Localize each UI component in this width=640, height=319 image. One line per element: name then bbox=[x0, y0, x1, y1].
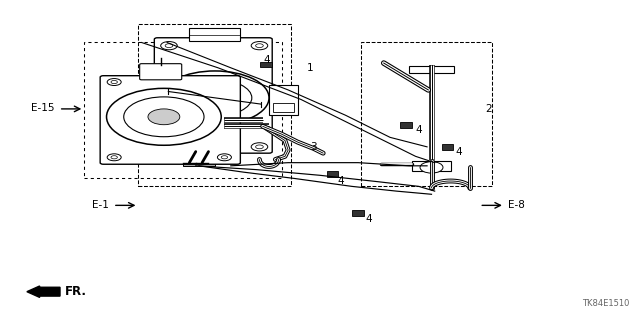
Circle shape bbox=[111, 156, 117, 159]
Text: E-15: E-15 bbox=[31, 103, 54, 113]
Bar bbox=[269, 85, 298, 115]
Bar bbox=[409, 66, 454, 72]
Circle shape bbox=[107, 154, 121, 161]
Text: 4: 4 bbox=[264, 55, 271, 65]
Circle shape bbox=[218, 154, 232, 161]
Text: 4: 4 bbox=[366, 214, 372, 224]
Circle shape bbox=[165, 44, 173, 48]
Bar bbox=[273, 103, 294, 112]
Bar bbox=[327, 171, 339, 177]
FancyBboxPatch shape bbox=[154, 38, 272, 153]
Circle shape bbox=[205, 93, 225, 103]
Bar bbox=[412, 161, 451, 171]
Circle shape bbox=[124, 97, 204, 137]
Text: FR.: FR. bbox=[65, 285, 87, 298]
Circle shape bbox=[161, 143, 177, 151]
Text: 3: 3 bbox=[310, 142, 317, 152]
Bar bbox=[442, 144, 453, 150]
Circle shape bbox=[255, 145, 263, 149]
Text: 1: 1 bbox=[307, 63, 314, 73]
Text: 2: 2 bbox=[486, 104, 492, 114]
FancyBboxPatch shape bbox=[100, 76, 241, 164]
Text: 4: 4 bbox=[337, 176, 344, 186]
Circle shape bbox=[161, 71, 269, 125]
Circle shape bbox=[221, 156, 228, 159]
Bar bbox=[138, 24, 291, 186]
Bar bbox=[353, 211, 364, 216]
Circle shape bbox=[148, 109, 180, 125]
Circle shape bbox=[107, 78, 121, 85]
FancyBboxPatch shape bbox=[140, 64, 182, 80]
Bar bbox=[84, 42, 282, 178]
Circle shape bbox=[111, 80, 117, 84]
Circle shape bbox=[420, 162, 443, 173]
Circle shape bbox=[178, 79, 252, 116]
Circle shape bbox=[251, 41, 268, 50]
FancyArrow shape bbox=[27, 286, 60, 297]
Text: E-1: E-1 bbox=[92, 200, 108, 210]
Circle shape bbox=[251, 143, 268, 151]
Text: TK84E1510: TK84E1510 bbox=[582, 299, 629, 308]
Text: E-8: E-8 bbox=[508, 200, 525, 210]
Circle shape bbox=[106, 88, 221, 145]
Text: 4: 4 bbox=[455, 147, 461, 157]
Bar bbox=[183, 161, 215, 166]
Bar bbox=[260, 62, 271, 68]
Bar bbox=[362, 42, 492, 186]
Circle shape bbox=[255, 44, 263, 48]
Circle shape bbox=[165, 145, 173, 149]
Circle shape bbox=[161, 41, 177, 50]
Bar bbox=[189, 28, 241, 41]
Bar bbox=[400, 122, 412, 128]
Text: 4: 4 bbox=[415, 125, 422, 135]
